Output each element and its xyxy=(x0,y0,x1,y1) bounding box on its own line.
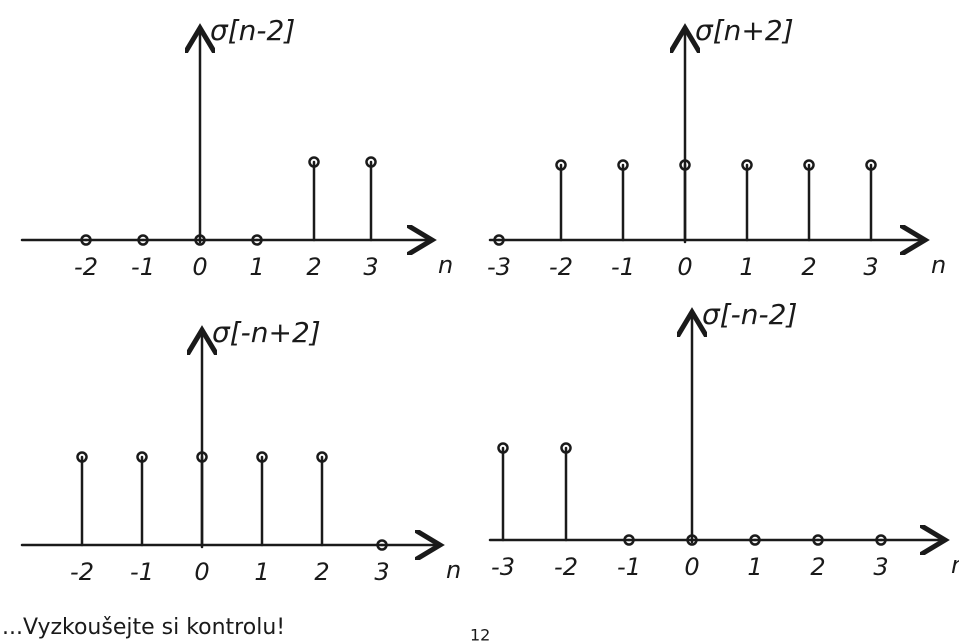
x-tick-label: 3 xyxy=(374,558,389,586)
chart-title: σ[n-2] xyxy=(210,14,295,47)
stem-marker xyxy=(560,442,572,454)
stem-marker xyxy=(623,534,635,546)
stem-marker xyxy=(875,534,887,546)
x-tick-label: 2 xyxy=(801,253,816,281)
stem-marker xyxy=(865,159,877,171)
x-tick-label: -1 xyxy=(130,558,154,586)
x-tick-label: 3 xyxy=(863,253,878,281)
x-tick-label: 2 xyxy=(306,253,321,281)
x-tick-label: -2 xyxy=(74,253,98,281)
x-tick-label: -3 xyxy=(487,253,511,281)
stem-marker xyxy=(679,159,691,171)
x-tick-label: 1 xyxy=(254,558,269,586)
x-tick-label: 3 xyxy=(873,553,888,581)
stem-marker xyxy=(256,451,268,463)
x-tick-label: 1 xyxy=(747,553,762,581)
stem-marker xyxy=(316,451,328,463)
x-tick-label: -1 xyxy=(617,553,641,581)
x-axis-label: n xyxy=(446,556,461,584)
x-tick-label: 1 xyxy=(739,253,754,281)
x-tick-label: -2 xyxy=(70,558,94,586)
x-tick-label: 3 xyxy=(363,253,378,281)
x-tick-label: -3 xyxy=(491,553,515,581)
x-axis-label: n xyxy=(931,251,946,279)
stem-marker xyxy=(80,234,92,246)
chart-title: σ[n+2] xyxy=(695,14,794,47)
stem-marker xyxy=(812,534,824,546)
stem-marker xyxy=(196,451,208,463)
stem-marker xyxy=(741,159,753,171)
x-tick-label: 1 xyxy=(249,253,264,281)
stem-marker xyxy=(194,234,206,246)
x-tick-label: -2 xyxy=(549,253,573,281)
x-tick-label: 0 xyxy=(677,253,692,281)
page-number: 12 xyxy=(470,626,490,642)
x-tick-label: 0 xyxy=(192,253,207,281)
x-tick-label: -1 xyxy=(611,253,635,281)
stem-marker xyxy=(803,159,815,171)
stem-marker xyxy=(365,156,377,168)
stem-marker xyxy=(493,234,505,246)
stem-marker xyxy=(76,451,88,463)
footer-note: ...Vyzkoušejte si kontrolu! xyxy=(2,615,285,640)
stem-marker xyxy=(686,534,698,546)
chart-title: σ[-n+2] xyxy=(212,316,321,349)
stem-marker xyxy=(617,159,629,171)
stem-marker xyxy=(308,156,320,168)
x-tick-label: -1 xyxy=(131,253,155,281)
x-tick-label: -2 xyxy=(554,553,578,581)
stem-marker xyxy=(555,159,567,171)
x-tick-label: 0 xyxy=(194,558,209,586)
x-tick-label: 2 xyxy=(810,553,825,581)
x-axis-label: n xyxy=(951,551,959,579)
stem-marker xyxy=(137,234,149,246)
x-tick-label: 2 xyxy=(314,558,329,586)
x-axis-label: n xyxy=(438,251,453,279)
chart-title: σ[-n-2] xyxy=(702,298,797,331)
stem-marker xyxy=(497,442,509,454)
stem-marker xyxy=(251,234,263,246)
x-tick-label: 0 xyxy=(684,553,699,581)
stem-marker xyxy=(136,451,148,463)
stem-marker xyxy=(376,539,388,551)
stem-marker xyxy=(749,534,761,546)
